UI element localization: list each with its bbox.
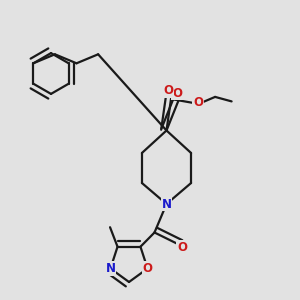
Text: O: O: [193, 95, 203, 109]
Text: N: N: [161, 197, 172, 211]
Text: O: O: [142, 262, 152, 275]
Text: O: O: [172, 86, 182, 100]
Text: O: O: [163, 84, 173, 97]
Text: N: N: [106, 262, 116, 275]
Text: O: O: [177, 241, 188, 254]
